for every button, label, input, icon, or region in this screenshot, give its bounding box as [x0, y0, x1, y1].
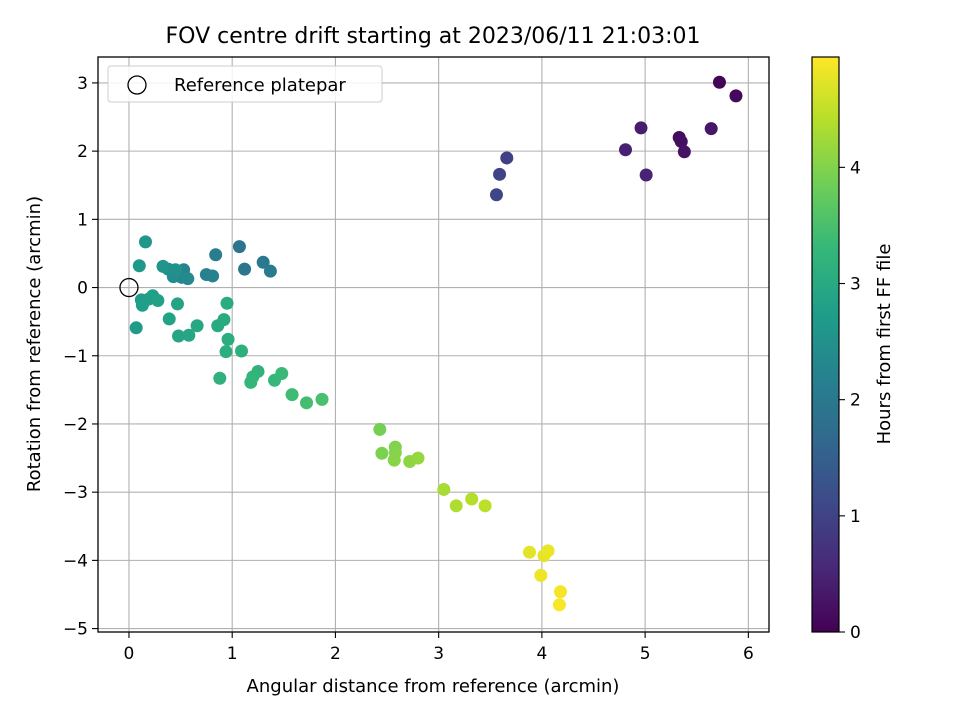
- x-tick-label: 5: [640, 644, 651, 664]
- scatter-point: [129, 321, 143, 335]
- chart-title: FOV centre drift starting at 2023/06/11 …: [166, 24, 701, 49]
- scatter-point: [232, 240, 246, 254]
- legend: Reference platepar: [107, 65, 383, 103]
- x-axis-ticks: 0 1 2 3 4 5 6: [124, 632, 754, 664]
- scatter-point: [209, 248, 223, 262]
- scatter-point: [704, 122, 718, 136]
- scatter-point: [190, 319, 204, 333]
- scatter-point: [285, 388, 299, 402]
- data-points: [129, 75, 743, 612]
- colorbar-tick-label: 3: [850, 275, 861, 295]
- colorbar: [811, 56, 840, 633]
- grid-lines: [98, 57, 769, 632]
- scatter-point: [619, 143, 633, 157]
- scatter-point: [181, 272, 195, 286]
- scatter-point: [263, 264, 277, 278]
- scatter-point: [411, 451, 425, 465]
- scatter-point: [170, 297, 184, 311]
- scatter-point: [534, 568, 548, 582]
- scatter-point: [156, 259, 170, 273]
- scatter-point: [244, 375, 258, 389]
- scatter-point: [449, 499, 463, 513]
- scatter-point: [387, 453, 401, 467]
- y-tick-label: −1: [63, 347, 88, 367]
- plot-background: [98, 57, 769, 632]
- colorbar-tick-label: 4: [850, 158, 861, 178]
- scatter-point: [168, 263, 182, 277]
- scatter-point: [213, 371, 227, 385]
- scatter-point: [172, 329, 186, 343]
- x-tick-label: 3: [433, 644, 444, 664]
- scatter-point: [219, 345, 233, 359]
- scatter-point: [552, 598, 566, 612]
- scatter-point: [221, 332, 235, 346]
- scatter-point: [729, 89, 743, 103]
- y-tick-label: −5: [63, 620, 88, 640]
- x-tick-label: 2: [330, 644, 341, 664]
- colorbar-ticks: 0 1 2 3 4: [839, 158, 861, 643]
- scatter-point: [373, 422, 387, 436]
- y-tick-label: −2: [63, 415, 88, 435]
- scatter-point: [315, 392, 329, 406]
- scatter-point: [256, 255, 270, 269]
- scatter-point: [712, 75, 726, 89]
- scatter-point: [162, 312, 176, 326]
- scatter-point: [541, 544, 555, 558]
- y-axis-ticks: −5 −4 −3 −2 −1 0 1 2 3: [63, 74, 98, 640]
- x-axis-label: Angular distance from reference (arcmin): [247, 676, 620, 697]
- legend-marker: [127, 75, 147, 95]
- scatter-point: [234, 344, 248, 358]
- y-tick-label: −3: [63, 483, 88, 503]
- x-tick-label: 1: [227, 644, 238, 664]
- y-tick-label: 2: [77, 142, 88, 162]
- reference-platepar-marker: [119, 277, 139, 298]
- scatter-point: [182, 328, 196, 342]
- x-tick-label: 6: [743, 644, 754, 664]
- scatter-point: [132, 259, 146, 273]
- y-axis-label: Rotation from reference (arcmin): [24, 196, 45, 492]
- scatter-point: [674, 135, 688, 149]
- scatter-point: [275, 366, 289, 380]
- scatter-point: [500, 151, 514, 165]
- scatter-point: [677, 145, 691, 159]
- scatter-point: [465, 492, 479, 506]
- scatter-point: [523, 545, 537, 559]
- scatter-point: [238, 262, 252, 276]
- x-tick-label: 0: [124, 644, 135, 664]
- colorbar-label: Hours from first FF file: [874, 244, 895, 445]
- scatter-point: [553, 585, 567, 599]
- scatter-point: [151, 294, 165, 308]
- scatter-point: [138, 235, 152, 249]
- legend-box: [107, 65, 383, 103]
- plot-frame: [97, 56, 770, 633]
- y-tick-label: −4: [63, 551, 88, 571]
- scatter-point: [220, 296, 234, 310]
- scatter-point: [489, 188, 503, 202]
- scatter-point: [300, 396, 314, 410]
- scatter-point: [478, 499, 492, 513]
- scatter-point: [375, 446, 389, 460]
- legend-label: Reference platepar: [174, 75, 346, 96]
- scatter-point: [639, 168, 653, 182]
- scatter-point: [206, 269, 220, 283]
- colorbar-tick-label: 1: [850, 507, 861, 527]
- colorbar-tick-label: 2: [850, 391, 861, 411]
- scatter-point: [217, 313, 231, 327]
- x-tick-label: 4: [536, 644, 547, 664]
- colorbar-tick-label: 0: [850, 623, 861, 643]
- y-tick-label: 0: [77, 279, 88, 299]
- scatter-point: [493, 167, 507, 181]
- scatter-point: [437, 482, 451, 496]
- y-tick-label: 3: [77, 74, 88, 94]
- scatter-point: [634, 121, 648, 135]
- y-tick-label: 1: [77, 210, 88, 230]
